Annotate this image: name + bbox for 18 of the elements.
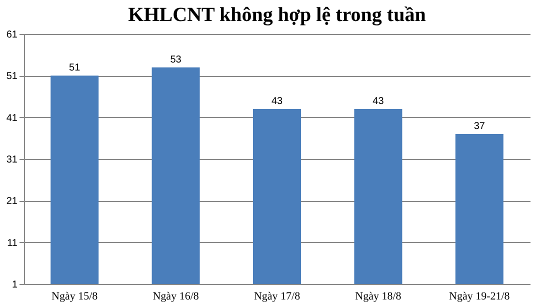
y-tick-label: 61 xyxy=(6,30,18,40)
x-tick-label: Ngày 19-21/8 xyxy=(449,290,510,302)
y-tick-label: 41 xyxy=(6,112,18,124)
x-tick-label: Ngày 16/8 xyxy=(152,290,200,302)
chart-title: KHLCNT không hợp lệ trong tuần xyxy=(128,4,426,26)
data-label: 51 xyxy=(69,62,81,74)
data-label: 43 xyxy=(271,96,283,107)
x-tick-label: Ngày 17/8 xyxy=(254,290,301,302)
data-label: 37 xyxy=(474,121,486,132)
data-label: 43 xyxy=(372,96,384,107)
y-tick-label: 51 xyxy=(6,71,18,82)
y-tick-label: 11 xyxy=(7,238,18,249)
data-label: 53 xyxy=(170,54,182,66)
y-tick-label: 21 xyxy=(6,196,18,208)
x-tick-label: Ngày 15/8 xyxy=(52,290,98,302)
x-tick-label: Ngày 18/8 xyxy=(355,290,402,302)
y-tick-label: 1 xyxy=(12,280,18,290)
y-tick-label: 31 xyxy=(6,154,18,166)
